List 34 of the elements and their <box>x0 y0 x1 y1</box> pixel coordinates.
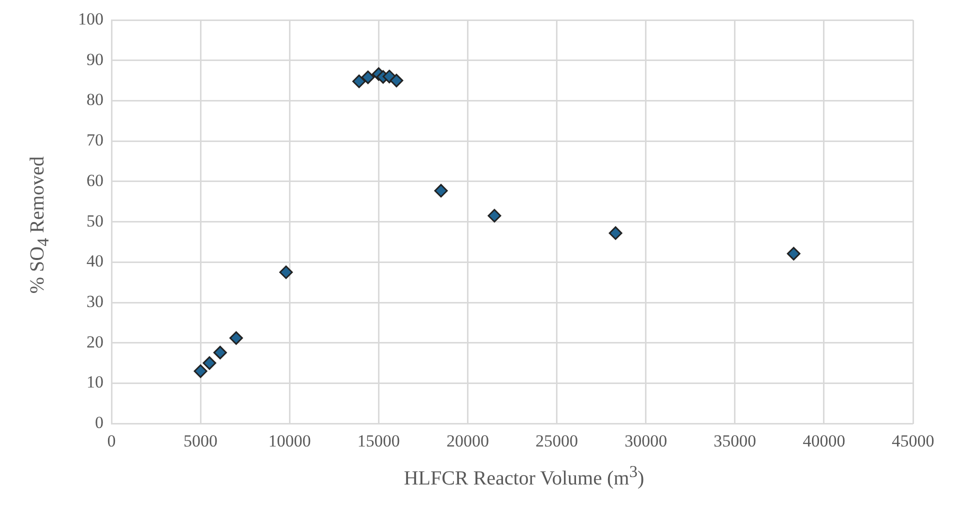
y-tick-label: 100 <box>78 9 104 28</box>
point <box>361 70 375 84</box>
y-tick-label: 20 <box>86 332 104 352</box>
point <box>213 346 227 360</box>
x-tick-label: 10000 <box>268 431 311 450</box>
y-tick-label: 90 <box>86 50 104 69</box>
y-tick-label: 30 <box>86 292 104 311</box>
x-tick-label: 15000 <box>357 431 400 450</box>
x-tick-label: 35000 <box>714 431 756 450</box>
y-tick-label: 10 <box>86 372 104 392</box>
y-tick-label: 0 <box>95 413 104 432</box>
x-tick-label: 5000 <box>184 431 218 450</box>
y-tick-label: 70 <box>86 130 104 150</box>
x-tick-label: 0 <box>107 431 116 450</box>
x-tick-label: 45000 <box>892 431 934 450</box>
y-tick-label: 40 <box>86 252 104 271</box>
y-tick-label: 60 <box>86 170 104 190</box>
point <box>786 246 800 260</box>
point <box>202 356 216 370</box>
x-tick-label: 40000 <box>802 431 846 450</box>
x-tick-label: 30000 <box>624 431 668 450</box>
point <box>194 364 208 378</box>
x-tick-label: 20000 <box>446 431 489 450</box>
point <box>434 184 448 198</box>
point <box>390 74 404 88</box>
point <box>608 226 622 240</box>
y-tick-label: 80 <box>86 90 104 110</box>
point <box>352 74 366 88</box>
x-axis-title: HLFCR Reactor Volume (m$^{3}$) <box>402 462 646 491</box>
y-tick-label: 50 <box>86 211 104 230</box>
point <box>229 331 243 345</box>
point <box>279 266 293 279</box>
point <box>488 208 502 222</box>
x-tick-label: 25000 <box>536 431 578 450</box>
